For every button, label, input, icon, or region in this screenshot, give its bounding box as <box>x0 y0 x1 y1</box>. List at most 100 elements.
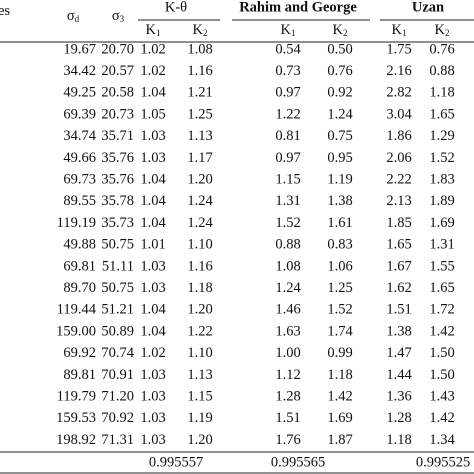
header-base: K <box>435 22 446 38</box>
cell: 1.34 <box>429 432 455 448</box>
cell: 1.03 <box>140 389 165 405</box>
header-base: σ <box>112 8 120 24</box>
cell: 1.25 <box>187 106 212 122</box>
cell: 0.99 <box>327 345 352 361</box>
cell: 1.55 <box>429 258 454 274</box>
column-header: K2 <box>333 22 348 38</box>
cell: 1.15 <box>187 389 212 405</box>
footer-cell: 0.995557 <box>149 454 203 470</box>
cell: 50.89 <box>101 323 134 339</box>
cell: 1.46 <box>275 302 300 318</box>
column-header: σ3 <box>112 8 125 24</box>
cell: 1.03 <box>140 432 165 448</box>
cell: 70.92 <box>101 410 134 426</box>
cell: 1.18 <box>187 280 212 296</box>
cell: 0.88 <box>429 63 454 79</box>
cell: 1.04 <box>140 323 166 339</box>
cell: 1.52 <box>429 150 454 166</box>
cell: 1.03 <box>140 258 165 274</box>
cell: 1.42 <box>327 389 352 405</box>
cell: 1.03 <box>140 410 165 426</box>
cell: 1.29 <box>429 128 454 144</box>
cell: 1.28 <box>275 389 300 405</box>
cell: 1.04 <box>140 172 166 188</box>
cell: 1.10 <box>187 237 212 253</box>
cell: 1.19 <box>327 172 352 188</box>
cell: 119.19 <box>57 215 96 231</box>
cell: 1.31 <box>275 193 300 209</box>
group-header: Uzan <box>412 0 444 15</box>
footer-cell: 0.995565 <box>271 454 325 470</box>
cell: 1.18 <box>429 85 454 101</box>
cell: 1.04 <box>140 215 166 231</box>
cell: 1.12 <box>275 367 300 383</box>
cell: 1.04 <box>140 85 166 101</box>
cell: 1.22 <box>275 106 300 122</box>
cell: 1.18 <box>327 367 352 383</box>
column-header: K1 <box>392 22 407 38</box>
cell: 0.54 <box>275 41 301 57</box>
column-header: K1 <box>146 22 161 38</box>
cell: 1.67 <box>386 258 411 274</box>
cell: 0.83 <box>327 237 352 253</box>
cell: 0.97 <box>275 85 300 101</box>
cell: 1.87 <box>327 432 352 448</box>
cell: 1.13 <box>187 128 212 144</box>
cell: 1.42 <box>429 410 454 426</box>
cell: 2.06 <box>386 150 411 166</box>
cell: 1.20 <box>187 302 212 318</box>
cell: 0.76 <box>327 63 352 79</box>
cell: 0.97 <box>275 150 300 166</box>
cell: 89.81 <box>63 367 96 383</box>
cell: 0.88 <box>275 237 300 253</box>
header-sub: 1 <box>402 28 407 38</box>
cell: 1.21 <box>187 85 212 101</box>
cell: 1.31 <box>429 237 454 253</box>
cell: 1.03 <box>140 280 165 296</box>
header-base: K <box>193 22 204 38</box>
cell: 1.18 <box>386 432 411 448</box>
cell: 1.38 <box>386 323 411 339</box>
cell: 1.51 <box>386 302 411 318</box>
cell: 1.69 <box>429 215 454 231</box>
cell: 70.91 <box>101 367 134 383</box>
cell: 35.71 <box>101 128 134 144</box>
cell: 1.52 <box>275 215 300 231</box>
cell: 1.86 <box>386 128 411 144</box>
cell: 19.67 <box>63 41 96 57</box>
cell: 1.65 <box>429 106 454 122</box>
cell: 69.92 <box>63 345 96 361</box>
cell: 51.11 <box>102 258 134 274</box>
cell: 71.31 <box>101 432 134 448</box>
cell: 1.15 <box>275 172 300 188</box>
cell: 1.43 <box>429 389 454 405</box>
cell: 1.69 <box>327 410 352 426</box>
cell: 0.73 <box>275 63 300 79</box>
cell: 35.76 <box>101 172 134 188</box>
cell: 1.24 <box>327 106 353 122</box>
cell: 0.50 <box>327 41 352 57</box>
cell: 0.95 <box>327 150 352 166</box>
column-header: K1 <box>281 22 296 38</box>
cell: 2.82 <box>386 85 411 101</box>
cell: 2.13 <box>386 193 411 209</box>
header-sub: 3 <box>120 14 125 24</box>
cell: 1.24 <box>275 280 301 296</box>
header-base: K <box>146 22 157 38</box>
cell: 20.73 <box>101 106 134 122</box>
header-base: K <box>333 22 344 38</box>
cell: 1.50 <box>429 367 454 383</box>
group-header: K-θ <box>165 0 187 15</box>
cell: 1.02 <box>140 41 165 57</box>
cell: 0.76 <box>429 41 454 57</box>
cell: 35.76 <box>101 150 134 166</box>
cell: 1.62 <box>386 280 411 296</box>
cell: 20.57 <box>101 63 134 79</box>
cell: 1.76 <box>275 432 300 448</box>
cell: 1.10 <box>187 345 212 361</box>
cell: 1.16 <box>187 258 212 274</box>
cell: 1.02 <box>140 345 165 361</box>
cell: 49.88 <box>63 237 96 253</box>
cell: 1.24 <box>187 215 213 231</box>
